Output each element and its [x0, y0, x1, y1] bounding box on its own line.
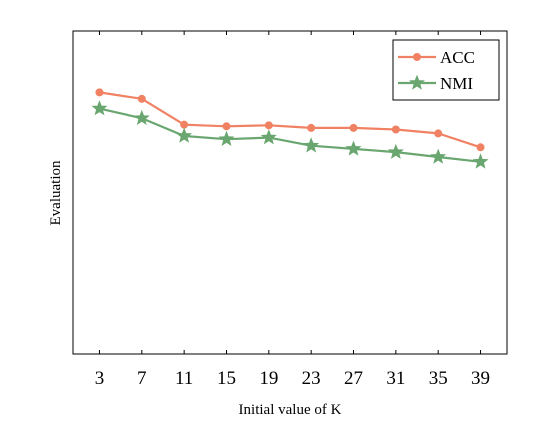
data-point-nmi — [303, 137, 320, 153]
data-point-acc — [349, 123, 358, 132]
data-point-acc — [180, 120, 189, 129]
legend: ACC NMI — [392, 39, 500, 101]
x-tick-label: 19 — [259, 368, 278, 389]
plot-area-frame — [72, 30, 508, 355]
series-line-acc — [99, 91, 481, 149]
x-tick-label: 15 — [217, 368, 236, 389]
series-nmi — [91, 100, 489, 169]
series-line-nmi — [99, 107, 481, 163]
series-layer — [91, 88, 489, 169]
data-point-acc — [137, 94, 146, 103]
data-point-nmi — [345, 140, 362, 156]
legend-marker-acc — [413, 53, 421, 61]
legend-marker-nmi — [409, 74, 425, 90]
data-point-acc — [95, 88, 104, 97]
y-axis-label: Evaluation — [48, 160, 64, 225]
data-point-acc — [391, 125, 400, 134]
x-tick-label: 11 — [175, 368, 193, 389]
x-tick-label: 31 — [386, 368, 405, 389]
legend-label-nmi: NMI — [440, 74, 473, 93]
series-acc — [95, 88, 485, 152]
legend-box — [392, 39, 500, 101]
x-tick-label: 27 — [344, 368, 363, 389]
x-axis-label: Initial value of K — [239, 402, 342, 418]
x-axis-ticks: 3 7 11 15 19 23 27 31 35 39 — [95, 31, 490, 389]
x-tick-label: 35 — [429, 368, 448, 389]
x-tick-label: 23 — [302, 368, 321, 389]
legend-label-acc: ACC — [440, 48, 475, 67]
data-point-nmi — [91, 100, 108, 116]
data-point-nmi — [218, 130, 235, 146]
legend-entry-acc: ACC — [398, 48, 475, 67]
data-point-acc — [476, 143, 485, 152]
data-point-nmi — [176, 127, 193, 143]
legend-entry-nmi: NMI — [398, 74, 473, 93]
data-point-acc — [307, 123, 316, 132]
data-point-nmi — [133, 109, 150, 125]
x-tick-label: 3 — [95, 368, 105, 389]
data-point-acc — [264, 121, 273, 130]
data-point-nmi — [387, 143, 404, 159]
data-point-nmi — [472, 153, 489, 169]
x-tick-label: 7 — [137, 368, 147, 389]
data-point-acc — [434, 129, 443, 138]
data-point-nmi — [260, 129, 277, 145]
data-point-acc — [222, 122, 231, 131]
x-tick-label: 39 — [471, 368, 490, 389]
data-point-nmi — [430, 148, 447, 164]
